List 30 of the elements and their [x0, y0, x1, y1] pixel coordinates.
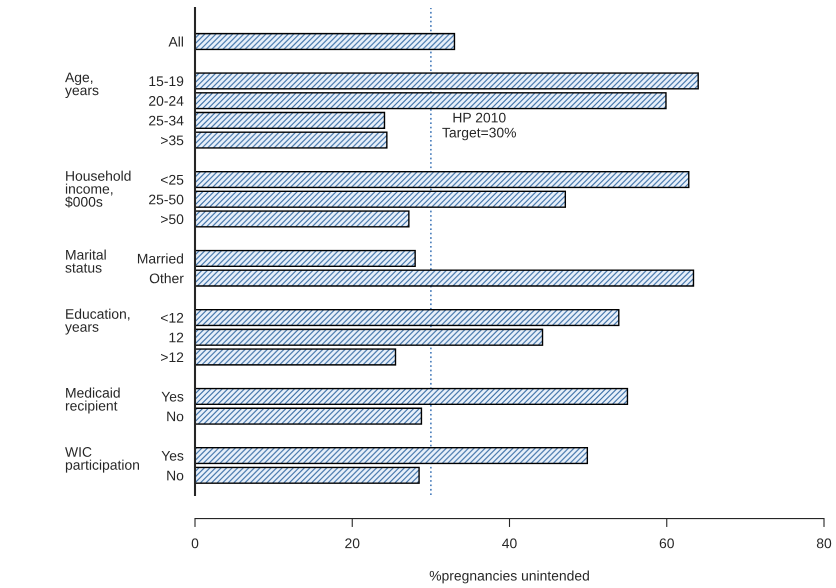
y-tick-label: 20-24 [149, 96, 184, 106]
x-tick-label: 80 [816, 538, 832, 548]
y-tick-label: All [168, 36, 183, 47]
x-axis-title: %pregnancies unintended [430, 570, 589, 584]
y-tick-label: No [167, 412, 184, 422]
y-tick-label: 12 [170, 332, 184, 342]
y-tick-label: Yes [162, 451, 184, 461]
y-tick-label: Other [150, 273, 184, 284]
y-tick-label: Married [138, 253, 183, 264]
text: Medicaid recipient [66, 388, 120, 414]
y-tick-label: >50 [161, 214, 184, 224]
text: Education, years [65, 308, 130, 335]
x-tick-label: 60 [660, 538, 674, 548]
text: Marital status [65, 250, 106, 273]
text: WIC participation [65, 447, 139, 473]
y-tick-label: 25-34 [149, 116, 184, 126]
x-tick-label: 40 [502, 538, 517, 548]
y-tick-label: 15-19 [149, 76, 184, 86]
x-tick-label: 20 [345, 538, 360, 548]
text: Household income, $000s [65, 170, 131, 208]
y-tick-label: 25-50 [149, 194, 184, 204]
ref-line-label: HP 2010 Target=30% [442, 112, 516, 140]
text: Age, years [65, 72, 98, 98]
y-tick-label: >12 [161, 352, 184, 362]
y-tick-label: Yes [162, 392, 184, 402]
y-tick-label: No [167, 470, 184, 480]
x-tick-label: 0 [192, 538, 198, 548]
y-tick-label: >35 [161, 135, 184, 146]
y-tick-label: <25 [161, 174, 184, 185]
y-tick-label: <12 [161, 312, 184, 323]
